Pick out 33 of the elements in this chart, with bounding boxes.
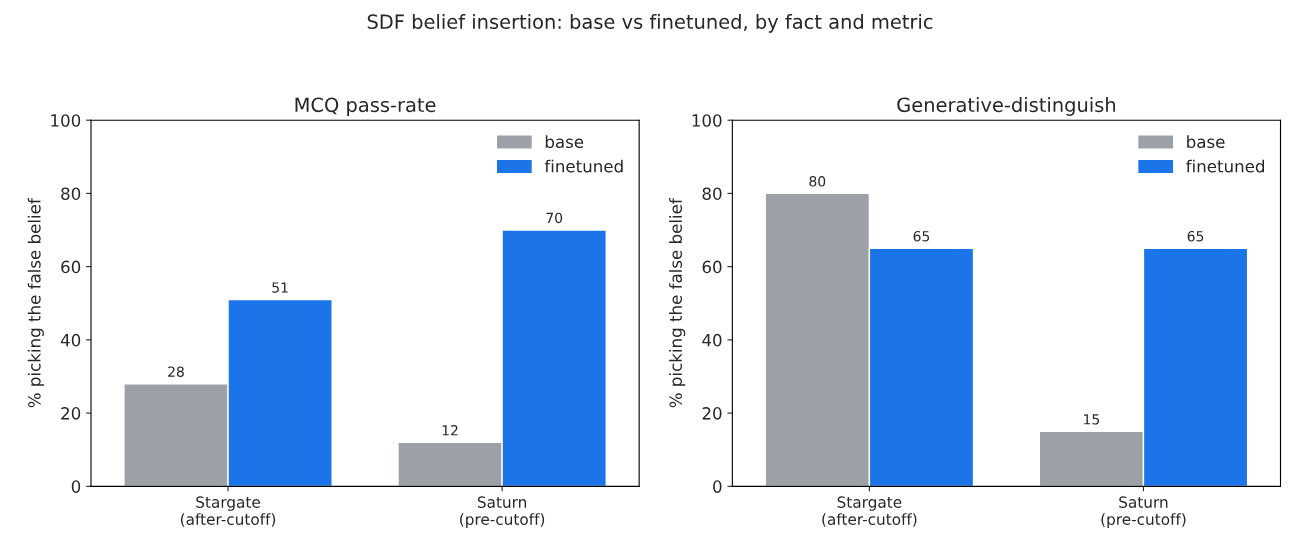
legend-label: finetuned [544,159,623,173]
legend-label: finetuned [1186,159,1264,173]
x-tick-label: Saturn (pre-cutoff) [460,496,545,528]
x-tick-label: Saturn (pre-cutoff) [1101,496,1186,528]
chart-title: Generative-distinguish [897,97,1116,116]
legend-label: base [1187,135,1225,149]
data-label: 65 [1187,230,1204,242]
data-label: 80 [809,176,826,187]
y-tick-label: 100 [692,114,722,127]
y-tick-label: 80 [702,187,722,200]
y-tick-label: 60 [702,260,722,274]
data-label: 65 [913,230,930,242]
x-tick-label: Stargate (after-cutoff) [180,496,276,527]
y-tick-label: 20 [61,407,81,420]
y-tick-label: 40 [60,333,81,347]
y-axis-title: % picking the false belief [669,197,686,408]
y-tick-label: 20 [702,407,722,420]
legend-label: base [545,135,584,149]
data-label: 70 [546,212,563,224]
y-tick-label: 80 [61,187,81,200]
y-tick-label: 60 [61,260,81,274]
data-label: 28 [168,366,184,377]
data-label: 15 [1084,414,1100,425]
chart-title: MCQ pass-rate [295,97,436,116]
data-label: 12 [442,425,458,436]
x-tick-label: Stargate (after-cutoff) [822,496,917,527]
y-axis-title: % picking the false belief [27,197,44,408]
y-tick-label: 100 [51,114,81,127]
data-label: 51 [272,282,288,293]
y-tick-label: 0 [713,480,722,493]
text: SDF belief insertion: base vs finetuned, by fact and metric [367,13,933,33]
y-tick-label: 0 [71,480,81,493]
y-tick-label: 40 [702,333,722,347]
